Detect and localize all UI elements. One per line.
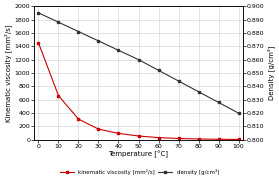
density [g/cm³] xyxy=(237,112,240,114)
kinematic viscosity [mm²/s] xyxy=(137,135,140,137)
Legend: kinematic viscosity [mm²/s], density [g/cm³]: kinematic viscosity [mm²/s], density [g/… xyxy=(58,167,221,177)
density [g/cm³] xyxy=(37,12,40,14)
density [g/cm³] xyxy=(97,40,100,42)
Y-axis label: Kinematic viscosity [mm²/s]: Kinematic viscosity [mm²/s] xyxy=(4,24,12,122)
kinematic viscosity [mm²/s] xyxy=(57,95,60,97)
density [g/cm³] xyxy=(197,91,200,93)
kinematic viscosity [mm²/s] xyxy=(37,42,40,44)
kinematic viscosity [mm²/s] xyxy=(197,138,200,140)
kinematic viscosity [mm²/s] xyxy=(117,132,120,134)
Line: kinematic viscosity [mm²/s]: kinematic viscosity [mm²/s] xyxy=(37,42,240,141)
density [g/cm³] xyxy=(137,58,140,61)
density [g/cm³] xyxy=(57,21,60,23)
density [g/cm³] xyxy=(177,80,180,82)
density [g/cm³] xyxy=(217,101,220,103)
kinematic viscosity [mm²/s] xyxy=(177,137,180,140)
kinematic viscosity [mm²/s] xyxy=(237,138,240,141)
Line: density [g/cm³]: density [g/cm³] xyxy=(37,12,240,114)
kinematic viscosity [mm²/s] xyxy=(97,128,100,130)
kinematic viscosity [mm²/s] xyxy=(217,138,220,140)
density [g/cm³] xyxy=(157,69,160,71)
density [g/cm³] xyxy=(77,30,80,33)
kinematic viscosity [mm²/s] xyxy=(77,118,80,120)
density [g/cm³] xyxy=(117,49,120,51)
Y-axis label: Density [g/cm³]: Density [g/cm³] xyxy=(267,46,275,100)
X-axis label: Temperature [°C]: Temperature [°C] xyxy=(109,150,169,158)
kinematic viscosity [mm²/s] xyxy=(157,136,160,139)
